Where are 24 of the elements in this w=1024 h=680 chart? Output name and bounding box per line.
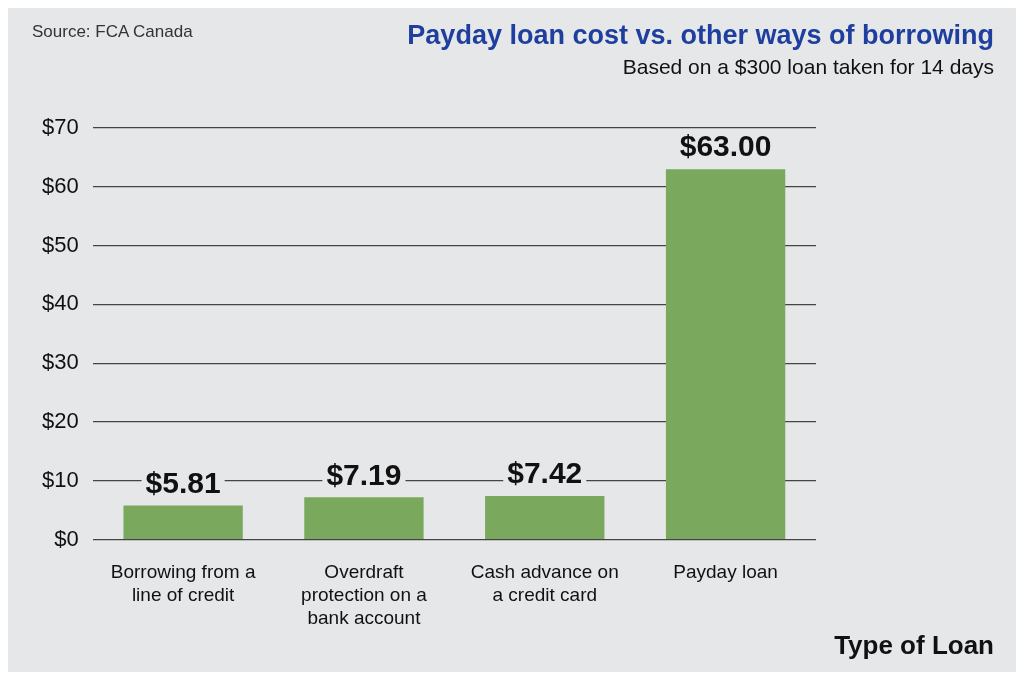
- x-axis-title: Type of Loan: [834, 630, 994, 661]
- source-note: Source: FCA Canada: [32, 22, 193, 42]
- x-tick-label: Payday loan: [673, 561, 778, 583]
- y-tick-label: $50: [41, 231, 79, 257]
- x-tick-label: Cash advance on a credit card: [470, 561, 619, 606]
- data-label: $7.19: [326, 457, 402, 491]
- y-tick-label: $60: [41, 172, 79, 198]
- chart-title: Payday loan cost vs. other ways of borrowing: [407, 20, 994, 51]
- data-label: $63.00: [679, 129, 772, 163]
- data-label: $7.42: [507, 456, 583, 490]
- bar: [485, 495, 605, 539]
- bar: [304, 497, 424, 539]
- y-tick-label: $0: [54, 525, 79, 551]
- y-tick-label: $30: [41, 349, 79, 375]
- x-tick-label: Borrowing from a line of credit: [110, 561, 256, 606]
- y-tick-label: $20: [41, 408, 79, 434]
- y-tick-label: $70: [41, 114, 79, 140]
- bar: [665, 169, 786, 539]
- y-tick-label: $10: [41, 466, 79, 492]
- x-tick-label: Overdraft protection on a bank account: [301, 561, 428, 628]
- bar: [123, 505, 243, 539]
- y-tick-label: $40: [41, 290, 79, 316]
- data-label: $5.81: [145, 465, 221, 499]
- chart-subtitle: Based on a $300 loan taken for 14 days: [621, 55, 994, 79]
